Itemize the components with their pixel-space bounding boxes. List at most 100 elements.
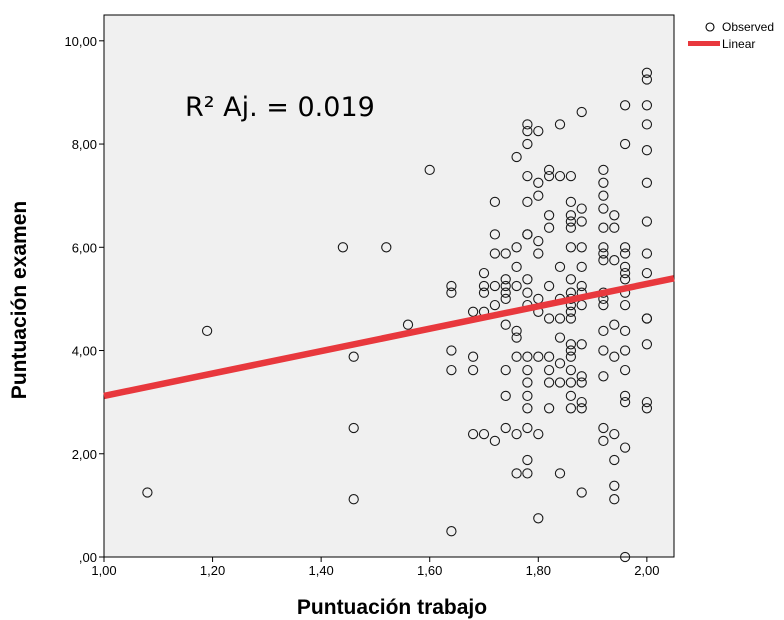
data-point — [598, 248, 609, 259]
data-point — [522, 364, 533, 376]
data-point — [641, 313, 653, 324]
data-point — [446, 364, 457, 376]
data-point — [598, 177, 609, 188]
data-point — [533, 428, 544, 440]
data-point — [348, 494, 359, 505]
data-point — [511, 242, 522, 253]
data-point — [576, 216, 587, 227]
data-point — [543, 222, 555, 233]
data-point — [565, 196, 577, 208]
data-point — [598, 242, 609, 253]
data-point — [565, 274, 577, 285]
data-point — [511, 325, 522, 337]
data-point — [543, 170, 555, 182]
axes: 1,00 1,20 1,40 1,60 1,80 2,00 ,00 2,00 4,00 6,00 8… — [64, 34, 659, 578]
data-point — [478, 428, 490, 440]
data-point — [619, 325, 631, 337]
data-point — [609, 351, 620, 362]
x-tick-label: 1,00 — [91, 563, 116, 578]
data-point — [533, 351, 544, 362]
data-point — [522, 274, 533, 285]
data-point — [142, 487, 153, 498]
data-point — [641, 339, 653, 350]
data-point — [619, 248, 631, 259]
data-point — [489, 196, 501, 208]
data-point — [337, 242, 349, 253]
data-point — [533, 235, 544, 247]
legend-linear-swatch — [688, 41, 720, 46]
data-point — [522, 351, 533, 362]
data-point — [446, 345, 457, 356]
y-tick-label: ,00 — [79, 550, 97, 565]
x-tick-label: 1,40 — [308, 563, 333, 578]
data-point — [348, 351, 359, 362]
data-point — [609, 454, 620, 466]
data-point — [522, 468, 533, 479]
data-point — [522, 229, 533, 240]
data-point — [554, 332, 566, 343]
data-point — [619, 242, 631, 253]
data-point — [565, 364, 577, 376]
data-point — [565, 390, 577, 402]
data-point — [598, 345, 609, 356]
data-point — [554, 358, 566, 369]
data-point — [543, 313, 555, 324]
data-point — [533, 190, 544, 201]
data-point — [533, 248, 544, 259]
data-point — [641, 74, 653, 85]
data-point — [598, 299, 609, 311]
data-point — [619, 299, 631, 311]
data-point — [619, 100, 631, 111]
data-point — [522, 138, 533, 150]
data-point — [576, 487, 587, 498]
data-point — [641, 145, 653, 156]
data-point — [609, 428, 620, 440]
data-point — [511, 151, 522, 163]
y-tick-label: 6,00 — [72, 240, 97, 255]
data-point — [598, 255, 609, 266]
data-point — [511, 351, 522, 362]
data-point — [478, 267, 490, 279]
data-point — [641, 119, 653, 130]
data-point — [576, 403, 587, 414]
data-point — [543, 403, 555, 414]
data-point — [478, 280, 490, 292]
data-point — [500, 293, 511, 305]
x-tick-label: 2,00 — [634, 563, 659, 578]
data-point — [619, 390, 631, 402]
data-point — [467, 306, 479, 317]
data-point — [598, 325, 609, 337]
data-point — [522, 454, 533, 466]
data-point — [641, 248, 653, 259]
data-point — [576, 280, 587, 292]
data-point — [489, 280, 501, 292]
data-point — [554, 170, 566, 182]
y-tick-label: 10,00 — [64, 34, 97, 49]
x-tick-label: 1,80 — [526, 563, 551, 578]
data-point — [565, 345, 577, 356]
data-point — [522, 390, 533, 402]
data-point — [500, 248, 511, 259]
data-point — [641, 403, 653, 414]
plot-background — [103, 14, 675, 558]
data-point — [554, 119, 566, 130]
data-point — [619, 345, 631, 356]
y-axis-title: Puntuación examen — [8, 201, 31, 399]
data-point — [467, 351, 479, 362]
data-point — [565, 313, 577, 324]
data-point — [424, 164, 435, 176]
data-point — [619, 267, 631, 279]
data-point — [565, 170, 577, 182]
data-point — [565, 339, 577, 350]
data-point — [619, 274, 631, 285]
data-point — [402, 319, 414, 330]
data-point — [609, 319, 620, 330]
data-point — [522, 196, 533, 208]
data-point — [543, 377, 555, 388]
data-point — [609, 210, 620, 221]
data-point — [554, 261, 566, 273]
data-point — [609, 255, 620, 266]
data-point — [489, 248, 501, 259]
data-point — [565, 216, 577, 227]
